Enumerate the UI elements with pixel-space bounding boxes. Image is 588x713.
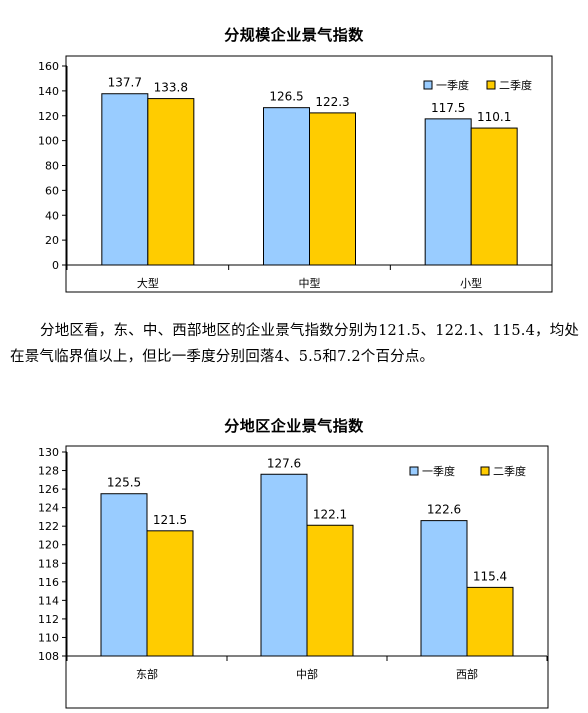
y-tick-label: 100	[38, 135, 59, 148]
chart-scale: 分规模企业景气指数 0 20 40 60 80 100 120 140 160 大型 137.7 13…	[0, 0, 588, 300]
y-tick-label: 120	[38, 539, 59, 552]
data-label: 115.4	[473, 569, 507, 583]
legend-swatch	[486, 80, 496, 90]
legend-label: 二季度	[499, 78, 532, 92]
y-tick-label: 120	[38, 110, 59, 123]
data-label: 117.5	[431, 101, 465, 115]
legend-label: 一季度	[422, 464, 455, 478]
x-tick-label: 小型	[460, 276, 482, 290]
y-tick-label: 122	[38, 520, 59, 533]
y-tick-label: 0	[52, 259, 59, 272]
legend-swatch	[423, 80, 433, 90]
bar	[424, 118, 472, 266]
data-label: 121.5	[153, 513, 187, 527]
bar	[263, 107, 310, 266]
y-tick-label: 112	[38, 613, 59, 626]
chart-svg: 0 20 40 60 80 100 120 140 160 大型 137.7 133.8 中型 126.5…	[38, 55, 553, 293]
chart-region: 分地区企业景气指数 108 110 112 114 116 118 120 122 124 126…	[0, 402, 588, 713]
y-tick-label: 126	[38, 483, 59, 496]
bar	[466, 586, 514, 657]
chart-svg: 108 110 112 114 116 118 120 122 124 126 128 130 东部 12…	[38, 445, 549, 709]
data-label: 127.6	[267, 456, 301, 470]
legend-label: 一季度	[436, 78, 469, 92]
chart-frame	[65, 445, 549, 709]
y-tick-label: 80	[45, 160, 59, 173]
y-tick-label: 20	[45, 234, 59, 247]
bar	[146, 530, 194, 657]
x-tick-label: 大型	[137, 276, 159, 290]
y-tick-label: 60	[45, 184, 59, 197]
legend-label: 二季度	[493, 464, 526, 478]
chart-frame	[65, 55, 553, 293]
bar	[420, 520, 468, 657]
data-label: 110.1	[477, 110, 511, 124]
bar	[100, 493, 148, 657]
body-paragraph: 分地区看，东、中、西部地区的企业景气指数分别为121.5、122.1、115.4…	[10, 323, 580, 365]
bar	[260, 473, 308, 657]
bar	[101, 93, 149, 266]
legend-swatch	[409, 466, 419, 476]
y-tick-label: 128	[38, 465, 59, 478]
y-tick-label: 124	[38, 502, 59, 515]
x-tick-label: 中型	[299, 276, 321, 290]
chart-title: 分规模企业景气指数	[224, 26, 364, 44]
data-label: 122.1	[313, 507, 347, 521]
data-label: 137.7	[108, 76, 142, 90]
bar	[147, 98, 195, 266]
data-label: 122.3	[315, 95, 349, 109]
bar	[309, 112, 356, 266]
y-tick-label: 108	[38, 650, 59, 663]
y-tick-label: 114	[38, 594, 59, 607]
x-tick-label: 中部	[296, 667, 318, 681]
y-tick-label: 160	[38, 60, 59, 73]
chart-title: 分地区企业景气指数	[224, 417, 364, 435]
bar	[470, 127, 518, 266]
y-tick-label: 116	[38, 576, 59, 589]
legend-swatch	[480, 466, 490, 476]
data-label: 133.8	[154, 81, 188, 95]
bar	[306, 524, 354, 657]
data-label: 126.5	[269, 90, 303, 104]
y-tick-label: 130	[38, 446, 59, 459]
y-tick-label: 118	[38, 557, 59, 570]
data-label: 122.6	[427, 503, 461, 517]
x-tick-label: 西部	[456, 667, 478, 681]
y-tick-label: 40	[45, 209, 59, 222]
y-tick-label: 110	[38, 631, 59, 644]
data-label: 125.5	[107, 476, 141, 490]
x-tick-label: 东部	[136, 667, 158, 681]
y-tick-label: 140	[38, 85, 59, 98]
